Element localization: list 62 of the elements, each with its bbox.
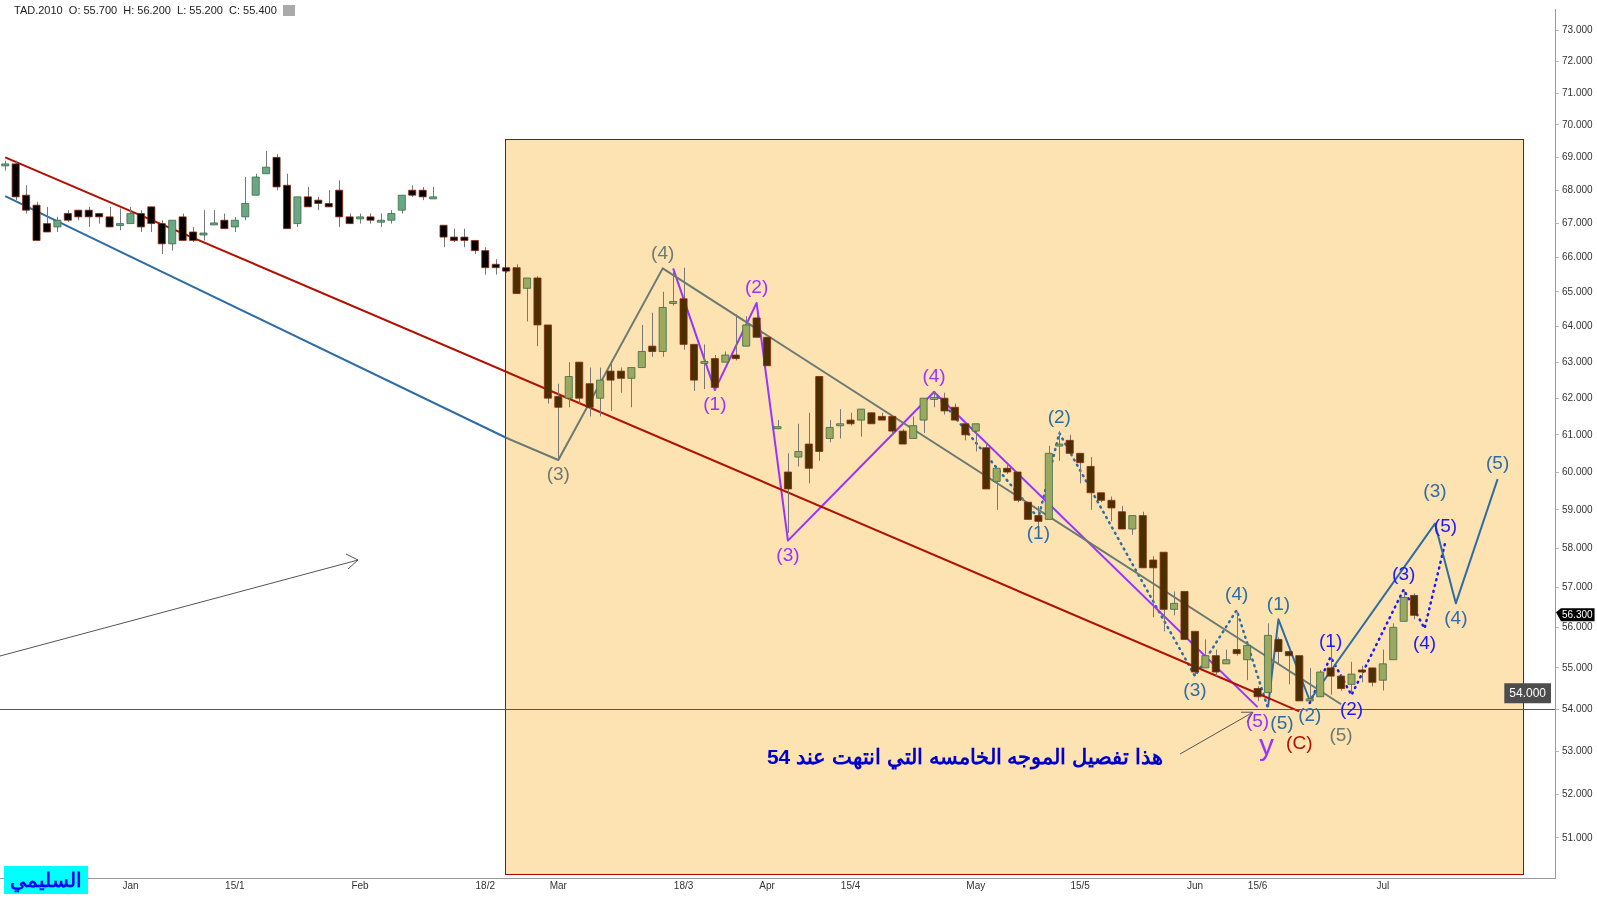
y-tick-label: 71.000 <box>1562 86 1594 98</box>
y-tick-label: 66.000 <box>1562 251 1594 263</box>
y-tick-label: 58.000 <box>1562 542 1594 554</box>
x-tick-label: 18/3 <box>673 879 694 891</box>
x-tick-label: 15/4 <box>840 879 861 891</box>
annotation: (5) <box>1270 711 1294 733</box>
annotation: (1) <box>703 393 727 415</box>
annotation: (3) <box>1423 479 1447 501</box>
y-tick-label: 68.000 <box>1562 183 1594 195</box>
y-tick-label: 56.000 <box>1562 621 1594 633</box>
annotation: (2) <box>1298 703 1322 725</box>
annotation: (4) <box>922 365 946 387</box>
annotation: (4) <box>1412 631 1437 653</box>
annotation: (1) <box>1319 630 1343 652</box>
x-tick-label: Mar <box>549 879 568 891</box>
y-tick-label: 54.000 <box>1562 702 1594 714</box>
y-tick-label: 61.000 <box>1562 428 1594 440</box>
y-tick-label: 51.000 <box>1562 831 1594 843</box>
y-tick-label: 67.000 <box>1562 217 1594 229</box>
x-tick-label: Feb <box>351 879 370 891</box>
annotation: (4) <box>1444 606 1468 628</box>
annotation: (1) <box>1266 592 1291 614</box>
annotation: (3) <box>1183 679 1207 701</box>
y-tick-label: 59.000 <box>1562 503 1594 515</box>
y-tick-label: 65.000 <box>1562 285 1594 297</box>
annotation: (3) <box>546 463 570 485</box>
annotation: (5) <box>1485 452 1510 474</box>
x-tick-label: 15/5 <box>1070 879 1091 891</box>
x-tick-label: 15/6 <box>1247 879 1268 891</box>
y-tick-label: 55.000 <box>1562 661 1594 673</box>
y-tick-label: 62.000 <box>1562 391 1594 403</box>
x-tick-label: Jun <box>1186 879 1204 891</box>
y-tick-label: 64.000 <box>1562 320 1594 332</box>
y-tick-label: 60.000 <box>1562 465 1594 477</box>
x-tick-label: Jan <box>122 879 139 891</box>
annotation: السليمي <box>4 866 88 894</box>
annotation: (4) <box>651 241 675 263</box>
annotation: (2) <box>1047 406 1071 428</box>
x-tick-label: 15/1 <box>225 879 245 891</box>
annotation: (1) <box>1026 521 1051 543</box>
x-tick-label: 18/2 <box>475 879 496 891</box>
y-tick-label: 69.000 <box>1562 151 1594 163</box>
annotation: (2) <box>745 276 769 298</box>
y-tick-label: 72.000 <box>1562 55 1594 67</box>
chart-title: TAD.2010 O: 55.700 H: 56.200 L: 55.200 C: 55.400 <box>14 4 277 16</box>
y-tick-label: 57.000 <box>1562 581 1594 593</box>
annotation: (4) <box>1225 583 1249 605</box>
ref-line-label: 54.000 <box>1509 685 1547 700</box>
x-tick-label: Jul <box>1376 879 1390 891</box>
annotation: هذا تفصيل الموجه الخامسه التي انتهت عند 54 <box>766 744 1164 770</box>
x-tick-label: May <box>966 879 986 891</box>
annotation: (3) <box>776 543 800 565</box>
annotation: (5) <box>1329 724 1353 746</box>
candlestick <box>116 208 124 231</box>
annotation: 56.300 <box>1562 608 1594 620</box>
annotation: (5) <box>1433 514 1458 536</box>
y-tick-label: 52.000 <box>1562 787 1594 799</box>
y-tick-label: 73.000 <box>1562 24 1594 36</box>
x-tick-label: Apr <box>759 879 776 891</box>
y-tick-label: 63.000 <box>1562 355 1594 367</box>
y-tick-label: 53.000 <box>1562 745 1594 757</box>
y-tick-label: 70.000 <box>1562 118 1594 130</box>
